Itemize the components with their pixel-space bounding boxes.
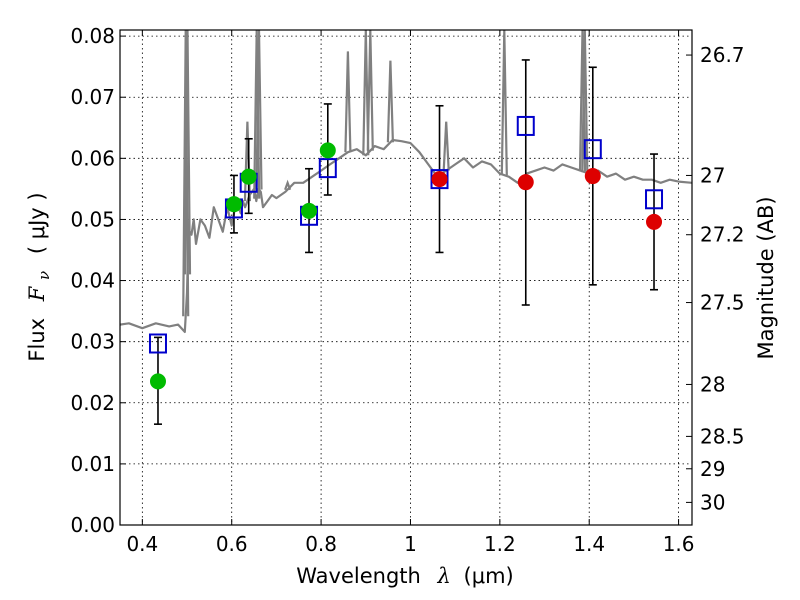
y-tick-label: 0.05 [70, 207, 115, 231]
y-tick-label: 0.00 [70, 513, 115, 537]
x-tick-label: 1.2 [484, 532, 516, 556]
y2-tick-label: 27.2 [700, 223, 745, 247]
model-spectrum-line [120, 138, 692, 333]
axes-group: 0.4 0.6 0.8 1 1.2 1.4 1.6 0.00 0.01 0.02 0.03 0.04 0… [70, 24, 744, 556]
plot-frame [119, 29, 693, 526]
y2-tick-label: 26.7 [700, 43, 745, 67]
nir-observation-point [517, 174, 534, 191]
emission-line-spike [255, 30, 263, 190]
emission-line-spike [581, 30, 589, 173]
y-tick-label: 0.04 [70, 269, 115, 293]
emission-line-spike [344, 51, 352, 153]
y2-tick-label: 30 [700, 490, 725, 514]
model-photometry-square [148, 333, 167, 354]
y2-tick-label: 27.5 [700, 291, 745, 315]
x-axis-label: Wavelength λ (μm) [296, 564, 513, 588]
y-tick-label: 0.08 [70, 24, 115, 48]
optical-observation-point [149, 373, 166, 390]
emission-line-spike [442, 121, 450, 171]
y-tick-label: 0.06 [70, 146, 115, 170]
emission-line-spike [183, 30, 192, 275]
emission-line-spike [182, 30, 190, 317]
model-photometry-square [318, 158, 337, 179]
y2-tick-label: 27 [700, 163, 725, 187]
emission-line-spike [366, 30, 374, 151]
x-axis-label-unit: (μm) [464, 564, 514, 588]
nir-observation-point [584, 168, 601, 185]
x-tick-label: 0.6 [216, 532, 248, 556]
x-tick-label: 1.4 [573, 532, 605, 556]
y-tick-label: 0.03 [70, 330, 115, 354]
optical-observation-point [319, 142, 336, 159]
y2-tick-label: 28.5 [700, 424, 745, 448]
emission-line-spike [253, 30, 261, 199]
y-axis-label-prefix: Flux [25, 318, 49, 362]
x-axis-label-prefix: Wavelength [296, 564, 421, 588]
grid-lines [120, 30, 692, 526]
model-photometry-square [583, 139, 602, 160]
y-tick-label: 0.02 [70, 391, 115, 415]
y-axis-label-unit: ( μJy ) [25, 192, 49, 254]
y2-tick-label: 29 [700, 457, 725, 481]
emission-line-spike [284, 179, 292, 191]
y-axis-label-symbol: F [25, 285, 49, 302]
model-photometry-square [645, 189, 664, 210]
nir-observation-point [431, 171, 448, 188]
x-tick-label: 0.4 [126, 532, 158, 556]
optical-observation-point [240, 168, 257, 185]
y-axis-label: Flux F ν ( μJy ) [25, 192, 54, 361]
emission-line-spike [386, 60, 394, 143]
y-tick-label: 0.01 [70, 452, 115, 476]
x-axis-label-symbol: λ [437, 564, 451, 588]
x-tick-label: 1 [404, 532, 417, 556]
x-tick-label: 1.6 [663, 532, 695, 556]
axis-labels-group: Wavelength λ (μm) Flux F ν ( μJy ) Magni… [25, 192, 778, 588]
y-tick-label: 0.07 [70, 85, 115, 109]
marker-group [148, 115, 664, 390]
y2-axis-label: Magnitude (AB) [754, 196, 778, 359]
emission-line-spike [500, 30, 508, 176]
model-photometry-square [516, 115, 535, 136]
y-axis-label-subscript: ν [35, 271, 53, 280]
x-tick-label: 0.8 [305, 532, 337, 556]
optical-observation-point [301, 202, 318, 219]
emission-line-spike [362, 30, 370, 156]
optical-observation-point [225, 196, 242, 213]
nir-observation-point [646, 213, 663, 230]
y2-tick-label: 28 [700, 372, 725, 396]
